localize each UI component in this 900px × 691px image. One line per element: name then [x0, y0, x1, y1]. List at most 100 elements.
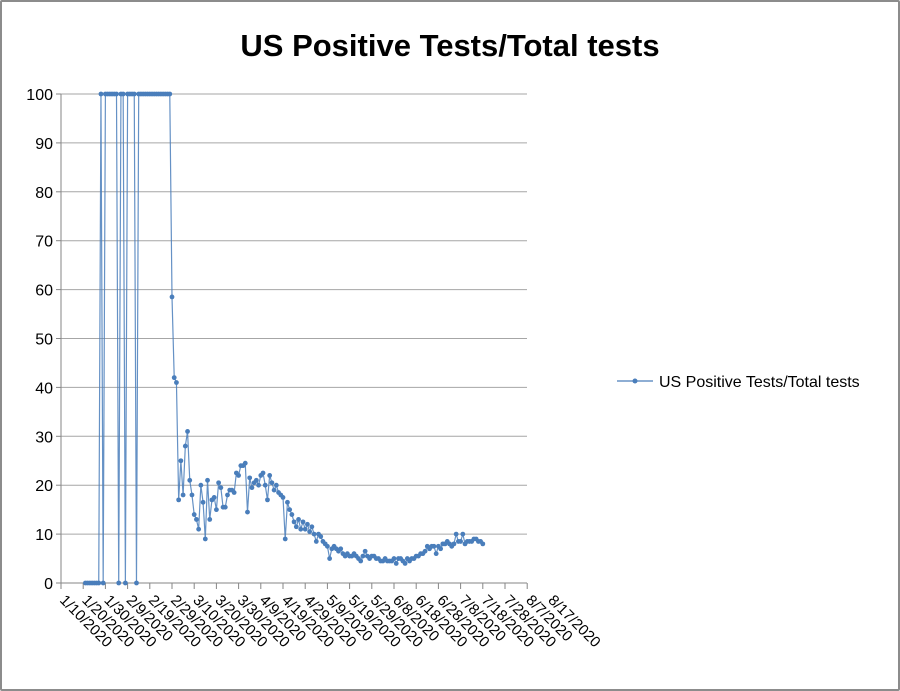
- data-point: [171, 375, 177, 381]
- y-tick-label: 30: [35, 429, 53, 446]
- data-point: [211, 495, 217, 500]
- data-point: [134, 580, 139, 586]
- data-point: [222, 504, 228, 510]
- data-point: [260, 470, 266, 476]
- data-point: [433, 551, 439, 557]
- data-point: [460, 531, 466, 537]
- data-point: [305, 521, 310, 527]
- data-point: [182, 443, 188, 449]
- data-point: [298, 526, 304, 532]
- data-point: [422, 548, 428, 554]
- data-point: [309, 524, 315, 530]
- data-point: [122, 580, 128, 586]
- data-point: [218, 485, 224, 491]
- data-point: [242, 460, 248, 466]
- data-point: [453, 531, 459, 537]
- data-point: [391, 556, 397, 561]
- data-point: [289, 512, 295, 517]
- data-point: [338, 546, 344, 552]
- y-tick-label: 60: [35, 283, 53, 300]
- data-point: [216, 480, 222, 486]
- data-point: [196, 526, 202, 532]
- data-point: [200, 499, 206, 505]
- data-point: [311, 531, 317, 537]
- data-point: [362, 548, 368, 554]
- series-line-group: [83, 91, 486, 586]
- y-tick-label: 70: [35, 234, 53, 251]
- y-tick-label: 50: [35, 332, 53, 349]
- data-point: [245, 509, 250, 515]
- data-point: [325, 543, 330, 549]
- legend-point-marker: [632, 378, 638, 384]
- y-tick-label: 0: [44, 576, 53, 593]
- legend-label: US Positive Tests/Total tests: [659, 374, 860, 391]
- data-point: [205, 477, 210, 483]
- data-point: [185, 429, 190, 434]
- data-point: [262, 482, 268, 488]
- data-point: [280, 495, 286, 500]
- data-point: [265, 497, 270, 503]
- data-point: [438, 546, 444, 552]
- data-point: [194, 517, 199, 522]
- data-point: [178, 458, 184, 464]
- data-point: [198, 482, 204, 488]
- data-point: [116, 580, 122, 586]
- y-tick-label: 80: [35, 185, 53, 202]
- data-point: [327, 556, 333, 561]
- data-point: [318, 534, 324, 539]
- y-axis-tick-labels: 0 10 20 30 40 50 60 70 80 90 100: [26, 87, 53, 593]
- data-point: [214, 507, 219, 513]
- data-point: [207, 517, 213, 522]
- legend: US Positive Tests/Total tests: [617, 374, 860, 391]
- data-point: [187, 477, 193, 483]
- data-point: [236, 473, 242, 478]
- data-point: [202, 536, 208, 542]
- data-point: [402, 561, 408, 566]
- data-point: [451, 541, 457, 547]
- y-tick-label: 100: [26, 87, 53, 104]
- data-point: [176, 497, 182, 503]
- data-point: [285, 499, 290, 505]
- data-point: [282, 536, 288, 542]
- data-point: [269, 480, 275, 486]
- data-point: [291, 519, 297, 525]
- data-point: [307, 529, 313, 535]
- data-point: [360, 553, 366, 559]
- data-point: [287, 507, 293, 513]
- data-point: [225, 492, 230, 498]
- data-point: [293, 524, 299, 530]
- data-point: [231, 490, 237, 495]
- y-tick-label: 10: [35, 527, 53, 544]
- data-point: [256, 482, 261, 488]
- data-point: [120, 91, 126, 97]
- y-tick-label: 20: [35, 478, 53, 495]
- data-point: [174, 380, 179, 385]
- data-point: [167, 91, 173, 97]
- data-point: [358, 558, 364, 564]
- y-tick-label: 40: [35, 380, 53, 397]
- data-point: [300, 519, 306, 525]
- data-point: [180, 492, 186, 498]
- data-point: [271, 487, 277, 493]
- data-point: [458, 539, 463, 544]
- data-point: [249, 485, 255, 491]
- x-axis-tick-labels: 1/10/20201/20/20201/30/20202/9/20202/19/…: [56, 592, 604, 651]
- data-point: [253, 477, 259, 483]
- data-point: [480, 541, 486, 547]
- gridlines: [56, 93, 527, 584]
- data-point: [131, 91, 137, 97]
- data-point: [191, 512, 197, 517]
- data-point: [393, 561, 399, 566]
- data-point: [431, 543, 437, 549]
- data-point: [273, 482, 279, 488]
- data-point: [189, 492, 195, 498]
- data-point: [296, 517, 301, 522]
- y-tick-label: 90: [35, 136, 53, 153]
- chart-title: US Positive Tests/Total tests: [240, 28, 659, 63]
- data-point: [247, 475, 253, 481]
- data-point: [96, 580, 102, 586]
- data-point: [100, 580, 106, 586]
- data-point: [313, 539, 319, 544]
